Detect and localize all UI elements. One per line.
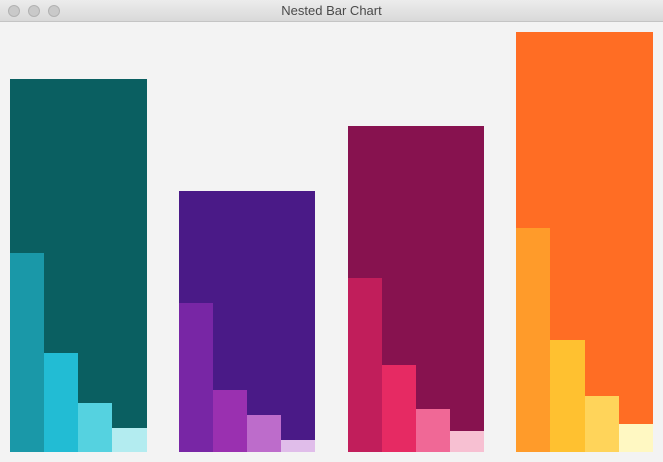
zoom-button[interactable] (48, 5, 60, 17)
bar-part-2-3 (247, 415, 282, 452)
bar-part-3-3 (415, 409, 450, 452)
nested-bar-chart (0, 22, 663, 462)
bar-part-2-4 (281, 440, 316, 452)
bar-part-3-2 (381, 365, 416, 452)
bar-part-4-2 (550, 340, 585, 452)
minimize-button[interactable] (28, 5, 40, 17)
bar-part-4-4 (618, 424, 653, 452)
bar-part-4-3 (584, 396, 619, 452)
bar-part-2-2 (212, 390, 247, 452)
bar-part-3-1 (347, 278, 382, 452)
bar-part-1-1 (10, 253, 45, 452)
bar-part-1-4 (112, 428, 147, 452)
bar-part-2-1 (178, 303, 213, 452)
bar-part-3-4 (449, 431, 484, 452)
bar-part-1-3 (78, 403, 113, 452)
bar-part-4-1 (516, 228, 551, 452)
title-bar: Nested Bar Chart (0, 0, 663, 22)
window-title: Nested Bar Chart (281, 3, 382, 18)
close-button[interactable] (8, 5, 20, 17)
bar-part-1-2 (44, 353, 79, 452)
